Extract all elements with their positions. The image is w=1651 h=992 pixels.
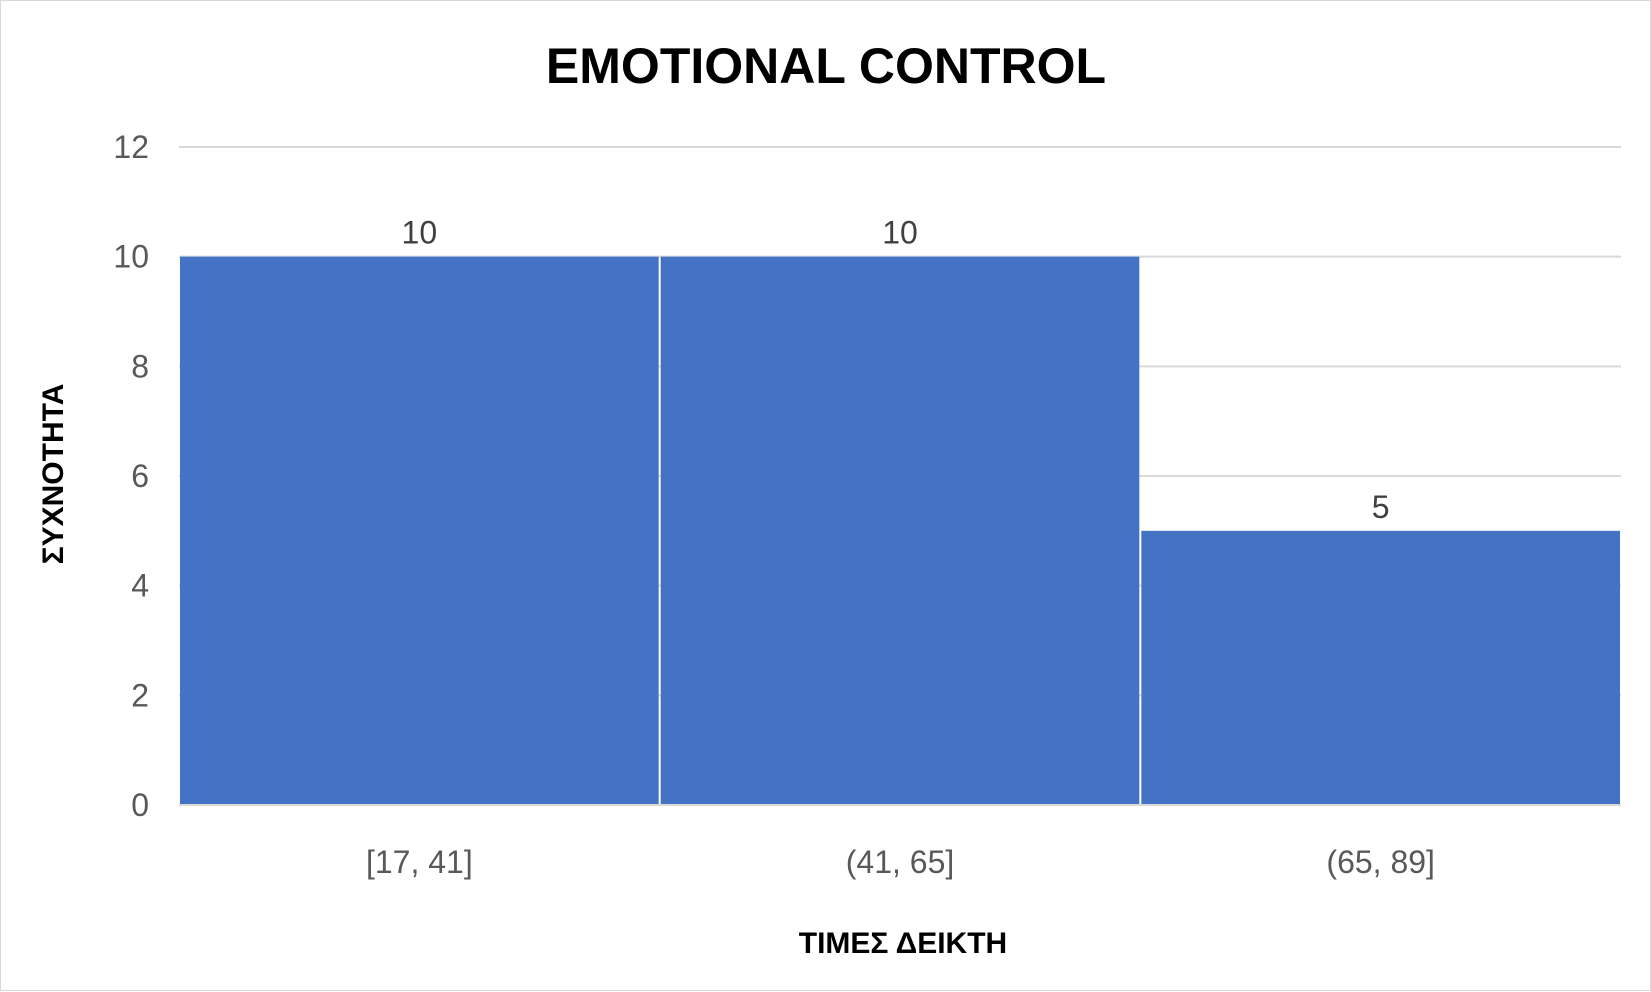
x-axis-title: ΤΙΜΕΣ ΔΕΙΚΤΗ [799,927,1007,960]
y-tick-label: 4 [131,568,149,604]
y-tick-label: 12 [113,129,149,165]
x-tick-label: (65, 89] [1326,844,1435,880]
data-label: 10 [882,215,918,251]
bar [1141,530,1620,805]
data-label: 10 [402,215,438,251]
bars [180,256,1620,805]
x-tick-label: (41, 65] [846,844,955,880]
y-axis-title: ΣΥΧΝΟΤΗΤΑ [37,384,70,565]
y-axis-ticks: 0 2 4 6 8 10 12 [113,129,149,823]
y-tick-label: 2 [131,677,149,713]
data-label: 5 [1372,489,1390,525]
y-tick-label: 8 [131,348,149,384]
bar [660,256,1140,805]
y-tick-label: 6 [131,458,149,494]
y-tick-label: 10 [113,239,149,275]
x-tick-label: [17, 41] [366,844,473,880]
chart-title: EMOTIONAL CONTROL [546,38,1106,94]
y-tick-label: 0 [131,787,149,823]
data-labels: 10 10 5 [402,215,1390,525]
x-axis-ticks: [17, 41] (41, 65] (65, 89] [366,844,1435,880]
bar [180,256,659,805]
